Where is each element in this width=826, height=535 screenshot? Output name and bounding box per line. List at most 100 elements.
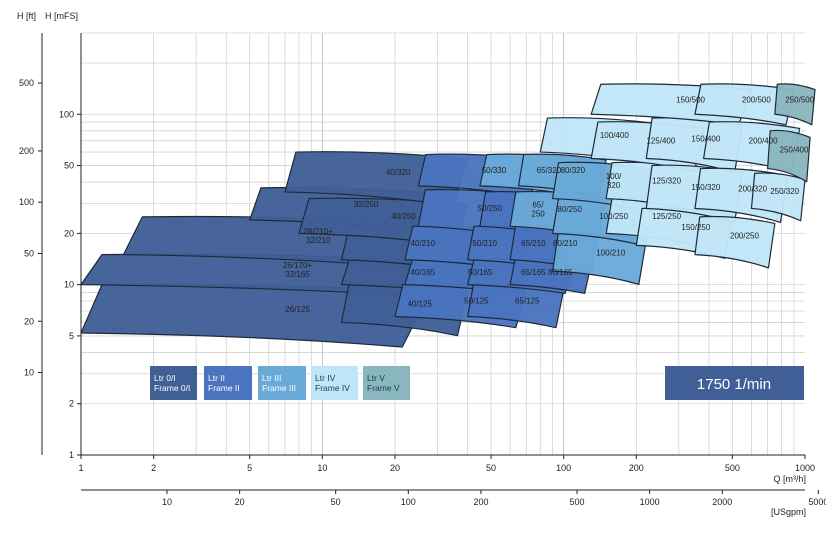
pump-region-label: 40/165 xyxy=(411,268,436,277)
pump-region-label: 80/210 xyxy=(553,239,578,248)
pump-region-label: 250/400 xyxy=(780,146,809,155)
pump-region-label-line: 32/210 xyxy=(306,236,331,245)
y-m-tick-label: 5 xyxy=(69,331,74,341)
y-m-tick-label: 10 xyxy=(64,280,74,290)
pump-region-label-line: 40/125 xyxy=(407,300,432,309)
pump-region-label-line: 100/ xyxy=(606,172,622,181)
pump-region-label-line: 100/210 xyxy=(596,248,625,257)
pump-region-label: 80/320 xyxy=(561,166,586,175)
pump-region-label: 250/500 xyxy=(785,95,814,104)
pump-region-label: 40/125 xyxy=(407,300,432,309)
pump-region-label-line: 125/320 xyxy=(652,177,681,186)
x-axis2-label: [USgpm] xyxy=(771,507,806,517)
pump-region-label-line: 200/500 xyxy=(742,95,771,104)
pump-region-label: 200/320 xyxy=(738,185,767,194)
pump-region-label-line: 150/320 xyxy=(691,183,720,192)
pump-region-label-line: 50/250 xyxy=(478,204,503,213)
pump-region-label: 80/165 xyxy=(548,268,573,277)
pump-region-label: 40/210 xyxy=(411,239,436,248)
pump-region-label-line: 150/500 xyxy=(676,95,705,104)
pump-region-label: 150/250 xyxy=(681,223,710,232)
x-axis-label: Q [m³/h] xyxy=(773,474,806,484)
pump-region-label-line: 65/ xyxy=(532,201,544,210)
legend-swatch xyxy=(363,366,410,400)
speed-badge: 1750 1/min xyxy=(665,366,804,400)
pump-region-label-line: 250/500 xyxy=(785,95,814,104)
x2-tick-label: 50 xyxy=(331,497,341,507)
pump-region-label: 100/400 xyxy=(600,131,629,140)
pump-region-label: 125/250 xyxy=(652,212,681,221)
pump-region-label-line: 32/165 xyxy=(285,270,310,279)
y-ft-tick-label: 20 xyxy=(24,316,34,326)
pump-region-label: 50/165 xyxy=(468,268,493,277)
pump-region-label-line: 80/210 xyxy=(553,239,578,248)
x-tick-label: 1000 xyxy=(795,463,815,473)
x2-tick-label: 20 xyxy=(235,497,245,507)
pump-region-label: 100/210 xyxy=(596,248,625,257)
y-ft-tick-label: 500 xyxy=(19,78,34,88)
pump-region-label: 26/170+ 32/165 xyxy=(283,261,312,279)
y-m-tick-label: 50 xyxy=(64,161,74,171)
pump-region-label: 65/210 xyxy=(521,239,546,248)
pump-region-label: 100/320 xyxy=(606,172,622,190)
x2-tick-label: 5000 xyxy=(808,497,826,507)
pump-region-label: 125/400 xyxy=(646,136,675,145)
y-m-tick-label: 100 xyxy=(59,109,74,119)
pump-region-label-line: 150/250 xyxy=(681,223,710,232)
legend-swatch xyxy=(204,366,252,400)
pump-region-label: 150/500 xyxy=(676,95,705,104)
pump-regions xyxy=(80,83,816,348)
pump-region-label-line: 200/320 xyxy=(738,185,767,194)
x-tick-label: 5 xyxy=(247,463,252,473)
legend-line-1: Ltr 0/I xyxy=(154,373,176,383)
pump-region-label-line: 125/400 xyxy=(646,136,675,145)
y-m-tick-label: 1 xyxy=(69,450,74,460)
pump-region-label: 100/250 xyxy=(599,212,628,221)
pump-region-label: 65/250 xyxy=(531,201,545,219)
pump-region-label: 65/320 xyxy=(537,166,562,175)
pump-region-label-line: 150/400 xyxy=(691,134,720,143)
legend-line-1: Ltr II xyxy=(208,373,225,383)
pump-region-label: 200/250 xyxy=(730,232,759,241)
legend-line-1: Ltr IV xyxy=(315,373,336,383)
legend-line-2: Frame V xyxy=(367,383,400,393)
x2-tick-label: 1000 xyxy=(640,497,660,507)
pump-region-label-line: 50/210 xyxy=(472,239,497,248)
pump-region xyxy=(767,129,811,183)
pump-region-label-line: 100/250 xyxy=(599,212,628,221)
x2-tick-label: 500 xyxy=(569,497,584,507)
pump-region-label-line: 65/320 xyxy=(537,166,562,175)
x-tick-label: 100 xyxy=(556,463,571,473)
pump-region-label-line: 26/125 xyxy=(285,305,310,314)
pump-region-label-line: 100/400 xyxy=(600,131,629,140)
pump-region-label-line: 50/330 xyxy=(482,166,507,175)
pump-region-label: 65/125 xyxy=(515,297,540,306)
speed-badge-box xyxy=(665,366,804,400)
pump-region-label-line: 26/210+ xyxy=(304,227,333,236)
legend-swatch xyxy=(150,366,197,400)
pump-region-label-line: 200/250 xyxy=(730,232,759,241)
pump-region-label-line: 65/210 xyxy=(521,239,546,248)
x-tick-label: 200 xyxy=(629,463,644,473)
legend-swatch xyxy=(258,366,306,400)
pump-region-label-line: 80/165 xyxy=(548,268,573,277)
pump-region-label: 32/250 xyxy=(354,200,379,209)
pump-region-label-line: 125/250 xyxy=(652,212,681,221)
x2-tick-label: 2000 xyxy=(712,497,732,507)
pump-region-label: 40/320 xyxy=(386,168,411,177)
x-tick-label: 10 xyxy=(317,463,327,473)
x-tick-label: 20 xyxy=(390,463,400,473)
pump-region-label: 50/210 xyxy=(472,239,497,248)
axes: 1 2 5 10 20 50 100 200 500 1000 10 20 50 100 200 500 100… xyxy=(19,33,826,507)
pump-region-label: 40/250 xyxy=(391,212,416,221)
pump-region xyxy=(694,215,776,269)
pump-region-label-line: 40/250 xyxy=(391,212,416,221)
pump-region-label: 150/400 xyxy=(691,134,720,143)
legend-line-2: Frame IV xyxy=(315,383,350,393)
legend-line-2: Frame 0/I xyxy=(154,383,190,393)
pump-region-label-line: 50/125 xyxy=(464,297,489,306)
pump-region-label-line: 320 xyxy=(607,181,621,190)
